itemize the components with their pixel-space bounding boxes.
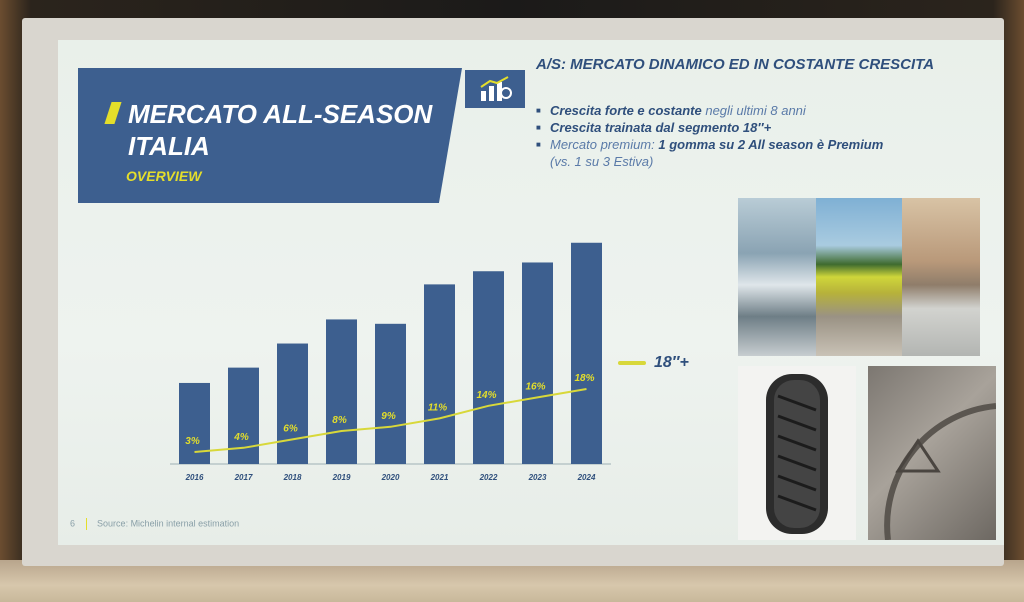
data-label: 4% — [233, 432, 249, 443]
title-accent-bar — [104, 102, 122, 124]
data-label: 6% — [283, 423, 298, 434]
x-tick-label: 2018 — [283, 473, 302, 482]
mountain-winter-photo — [738, 198, 816, 356]
projection-screen: MERCATO ALL-SEASON ITALIA OVERVIEW A/S: … — [22, 18, 1004, 566]
tire-tread-photo — [738, 366, 856, 540]
legend: 18″+ — [618, 354, 689, 372]
bar-chart: 2016 2017 2018 2019 2020 2021 2022 2023 2024 3% 4%… — [170, 242, 611, 482]
slide-subtitle: OVERVIEW — [126, 168, 202, 184]
data-label: 14% — [476, 390, 496, 401]
bar-2019 — [326, 319, 357, 464]
city-building-photo — [902, 198, 980, 356]
data-label: 3% — [185, 436, 200, 447]
title-banner: MERCATO ALL-SEASON ITALIA OVERVIEW — [78, 68, 462, 203]
market-growth-icon — [465, 70, 525, 108]
bar-2024 — [571, 242, 602, 464]
slide-title: MERCATO ALL-SEASON ITALIA — [128, 98, 458, 162]
slide-title-line1: MERCATO ALL-SEASON — [128, 99, 433, 129]
x-tick-label: 2023 — [528, 473, 547, 482]
x-tick-label: 2022 — [479, 473, 498, 482]
data-label: 18% — [574, 373, 594, 384]
bar-2018 — [277, 343, 308, 464]
room-floor — [0, 560, 1024, 602]
page-number: 6 — [70, 518, 76, 529]
source-note: Source: Michelin internal estimation — [97, 518, 240, 529]
x-tick-label: 2021 — [430, 473, 449, 482]
slide: MERCATO ALL-SEASON ITALIA OVERVIEW A/S: … — [58, 40, 1004, 545]
bullet-item: Mercato premium: 1 gomma su 2 All season… — [536, 136, 976, 170]
bar-2023 — [522, 262, 553, 464]
data-label: 8% — [332, 415, 347, 426]
bar-2021 — [424, 284, 455, 464]
x-tick-label: 2017 — [234, 473, 253, 482]
bullet-list: Crescita forte e costante negli ultimi 8… — [536, 102, 976, 170]
data-label: 11% — [428, 402, 447, 413]
bar-2020 — [375, 323, 406, 464]
slide-footer: 6 Source: Michelin internal estimation — [70, 518, 239, 530]
bullet-item: Crescita trainata dal segmento 18″+ — [536, 119, 976, 136]
x-tick-label: 2016 — [185, 473, 204, 482]
x-tick-label: 2019 — [332, 473, 351, 482]
x-tick-label: 2024 — [577, 473, 596, 482]
x-tick-label: 2020 — [381, 473, 400, 482]
headline: A/S: MERCATO DINAMICO ED IN COSTANTE CRE… — [536, 56, 935, 73]
data-label: 9% — [381, 411, 396, 422]
spring-field-photo — [816, 198, 902, 356]
line-series-18-plus — [194, 388, 587, 453]
slide-title-line2: ITALIA — [128, 131, 210, 161]
data-label: 16% — [525, 381, 545, 392]
legend-line-swatch — [618, 361, 646, 365]
tire-3pmsf-marking-photo — [868, 366, 997, 541]
bullet-item: Crescita forte e costante negli ultimi 8… — [536, 102, 976, 119]
legend-label: 18″+ — [654, 354, 689, 371]
footer-separator — [85, 518, 87, 530]
bar-2022 — [473, 271, 504, 464]
